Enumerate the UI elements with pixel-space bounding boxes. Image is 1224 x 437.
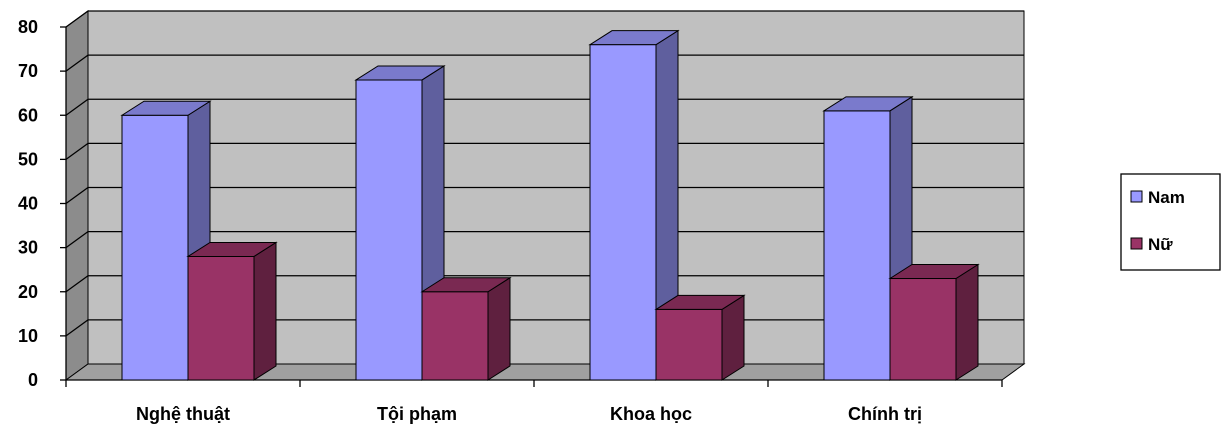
bar-top <box>588 30 680 46</box>
bars <box>120 29 980 381</box>
bar-front <box>589 44 657 381</box>
legend-swatch <box>1130 190 1143 203</box>
y-tick-label: 70 <box>18 61 38 81</box>
y-tick-label: 60 <box>18 105 38 125</box>
bar-front <box>187 255 255 381</box>
y-tick-label: 50 <box>18 149 38 169</box>
y-tick-label: 40 <box>18 194 38 214</box>
legend-box <box>1120 173 1221 271</box>
bar <box>888 263 980 381</box>
gridline <box>65 230 1024 249</box>
bar-top <box>354 65 446 81</box>
gridline <box>65 10 1024 28</box>
y-tick-label: 10 <box>18 326 38 346</box>
y-tick-label: 20 <box>18 282 38 302</box>
bar-front <box>889 278 957 381</box>
x-tick-label: Tội phạm <box>377 404 457 424</box>
gridlines <box>65 10 1024 337</box>
bar-top <box>654 294 746 310</box>
y-tick-label: 80 <box>18 17 38 37</box>
bar <box>420 276 512 381</box>
legend-swatch <box>1130 237 1143 250</box>
bar-front <box>121 114 189 381</box>
bar-top <box>420 277 512 293</box>
bar-top <box>888 264 980 280</box>
gridline <box>65 54 1024 72</box>
x-tick-label: Chính trị <box>848 404 922 424</box>
bar-top <box>186 241 278 257</box>
x-tick-label: Nghệ thuật <box>136 404 230 424</box>
x-tick-label: Khoa học <box>610 404 692 424</box>
x-axis: Nghệ thuật Tội phạm Khoa học Chính trị <box>65 379 1003 424</box>
gridline <box>65 186 1024 205</box>
bar-top <box>120 100 212 116</box>
legend-label: Nam <box>1148 188 1185 207</box>
gridline <box>65 142 1024 160</box>
bar-side <box>487 276 511 381</box>
gridline <box>65 98 1024 116</box>
bar-side <box>721 294 745 381</box>
y-axis: 0 10 20 30 40 50 60 70 80 <box>18 17 67 390</box>
bar <box>588 29 680 381</box>
bar <box>186 241 278 381</box>
legend: Nam Nữ <box>1120 173 1221 271</box>
bar-side <box>955 263 979 381</box>
y-tick-label: 30 <box>18 238 38 258</box>
bar-front <box>823 110 891 381</box>
bar-side <box>253 241 277 381</box>
bar <box>654 294 746 381</box>
bar-front <box>355 79 423 381</box>
gridline <box>65 275 1024 293</box>
legend-label: Nữ <box>1148 235 1173 254</box>
bar-front <box>655 308 723 381</box>
bar-front <box>421 291 489 381</box>
y-tick-label: 0 <box>28 370 38 390</box>
bar-top <box>822 96 914 112</box>
